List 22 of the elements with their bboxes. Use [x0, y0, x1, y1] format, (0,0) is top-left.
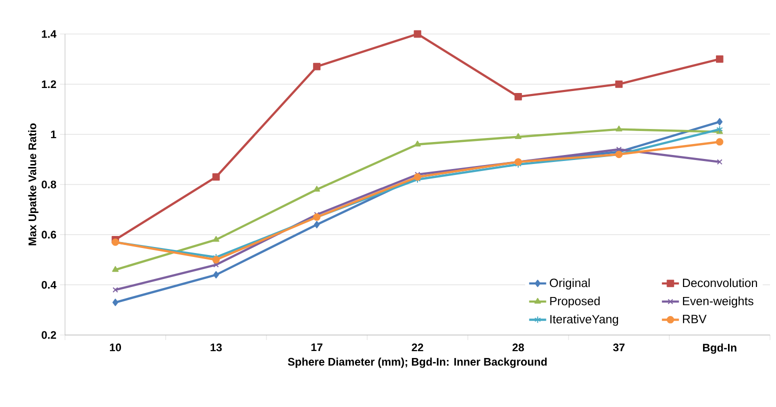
legend-label: IterativeYang [550, 314, 618, 326]
y-axis-title: Max Upatke Value Ratio [28, 123, 38, 246]
x-tick-label: 37 [613, 344, 625, 352]
x-tick-label: 22 [412, 344, 424, 352]
legend-label: Even-weights [682, 296, 754, 308]
y-tick-label: 0.4 [42, 280, 56, 289]
x-tick-label: 17 [311, 344, 322, 352]
y-tick-label: 0.6 [42, 230, 56, 239]
x-tick-label: 28 [512, 344, 524, 352]
x-tick-label: 10 [110, 344, 121, 352]
x-tick-label: 13 [210, 344, 222, 352]
x-axis-title: Sphere Diameter (mm); Bgd-In: Inner Background [288, 358, 547, 368]
y-tick-label: 1.4 [42, 30, 56, 38]
legend-label: RBV [682, 314, 707, 324]
legend-label: Proposed [550, 296, 600, 308]
y-tick-label: 0.2 [42, 331, 56, 339]
y-tick-label: 1.2 [42, 80, 56, 88]
legend-label: Original [550, 278, 590, 290]
x-tick-label: Bgd-In [703, 344, 736, 354]
y-tick-label: 1 [51, 130, 56, 138]
legend-label: Deconvolution [682, 278, 757, 288]
y-tick-label: 0.8 [42, 180, 56, 188]
